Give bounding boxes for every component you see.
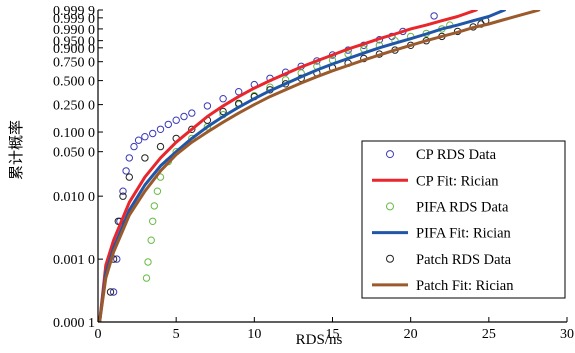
cp-rds-data-point: [119, 187, 127, 195]
y-tick-label: 0.010 0: [53, 190, 95, 205]
cp-rds-data-point: [130, 142, 138, 151]
y-tick-label: 0.990 0: [53, 23, 95, 38]
y-tick-label: 0.250 0: [53, 99, 95, 114]
x-tick-label: 20: [404, 327, 418, 342]
legend: CP RDS Data CP Fit: Rician PIFA RDS Data PI…: [361, 140, 566, 299]
x-tick-label: 5: [173, 327, 180, 342]
pifa-rds-data-point: [150, 202, 159, 210]
y-tick-label: 0.050 0: [53, 146, 95, 161]
pifa-rds-data-point: [147, 236, 155, 244]
cp-rds-data-point: [141, 133, 149, 141]
y-tick-label: 0.900 0: [53, 42, 95, 57]
y-axis-label: 累计概率: [8, 120, 25, 180]
x-tick-label: 10: [247, 327, 261, 342]
cp-rds-data-point: [172, 116, 180, 124]
legend-label-pifa-rds-data: PIFA RDS Data: [416, 199, 509, 215]
cp-rds-data-point: [188, 109, 196, 117]
pifa-fit-rician-line: [98, 10, 506, 322]
cp-rds-data-point: [109, 288, 118, 296]
y-tick-label: 0.001 0: [53, 253, 95, 268]
legend-label-cp-fit-rician: CP Fit: Rician: [416, 173, 499, 189]
pifa-rds-data-point: [149, 217, 157, 226]
cp-rds-data-point: [149, 129, 157, 138]
series-layer: [98, 10, 541, 322]
legend-swatch-pifa-rds-data: [386, 202, 394, 211]
cp-rds-data-point: [430, 12, 438, 20]
legend-label-patch-fit-rician: Patch Fit: Rician: [416, 278, 514, 294]
y-tick-label: 0.000 1: [53, 316, 95, 331]
cp-rds-data-point: [203, 102, 212, 110]
x-tick-label: 25: [482, 327, 496, 342]
cp-rds-data-point: [113, 255, 121, 263]
pifa-rds-data-point: [142, 274, 151, 282]
cp-rds-data-point: [122, 167, 130, 175]
legend-label-patch-rds-data: Patch RDS Data: [416, 252, 512, 268]
y-tick-label: 0.500 0: [53, 75, 95, 90]
y-tick-label: 0.950 0: [53, 35, 95, 50]
cp-fit-rician-line: [98, 10, 478, 322]
x-axis-label: RDS/ns: [296, 332, 343, 348]
cp-rds-data-point: [156, 125, 165, 134]
y-tick-label: 0.100 0: [53, 126, 95, 141]
legend-swatch-cp-rds-data: [386, 150, 394, 159]
legend-box: [361, 140, 566, 299]
cp-rds-data-point: [125, 154, 134, 162]
patch-rds-data-point: [156, 142, 165, 151]
patch-rds-data-point: [141, 154, 149, 162]
cp-rds-data-point: [180, 112, 188, 121]
patch-rds-data-point: [119, 192, 127, 200]
y-tick-label: 0.999 0: [53, 12, 95, 27]
y-tick-label: 0.750 0: [53, 56, 95, 71]
patch-rds-data-point: [219, 107, 227, 116]
cp-rds-data-point: [219, 95, 227, 103]
patch-rds-data-point: [188, 125, 196, 134]
x-tick-label: 15: [326, 327, 340, 342]
axes: 0 5 10 15 20 25 30 0.999 90.999 00.990 00.950 0…: [53, 4, 574, 342]
pifa-rds-data-point: [153, 187, 162, 195]
pifa-rds-data-point: [144, 258, 152, 266]
patch-fit-rician-line: [98, 10, 541, 322]
legend-label-cp-rds-data: CP RDS Data: [416, 147, 497, 163]
patch-rds-data-point: [125, 173, 134, 181]
x-tick-label: 0: [95, 327, 102, 342]
y-tick-label: 0.999 9: [53, 4, 95, 19]
legend-label-pifa-fit-rician: PIFA Fit: Rician: [416, 226, 512, 242]
x-tick-label: 30: [560, 327, 574, 342]
patch-rds-data-point: [106, 288, 115, 296]
cp-rds-data-point: [134, 136, 143, 144]
cp-rds-data-point: [164, 120, 173, 129]
legend-swatch-patch-rds-data: [386, 254, 394, 263]
